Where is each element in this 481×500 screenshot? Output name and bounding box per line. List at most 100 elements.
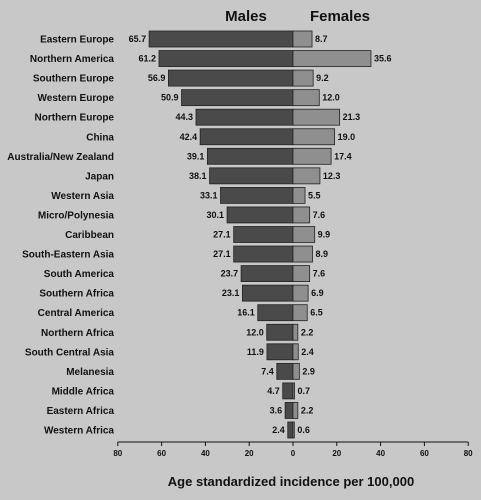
- value-females-australia-new-zealand: 17.4: [334, 151, 352, 161]
- bar-females-western-asia: [292, 186, 306, 204]
- value-males-northern-europe: 44.3: [175, 112, 193, 122]
- value-females-eastern-africa: 2.2: [301, 405, 314, 415]
- bar-males-south-central-asia: [266, 343, 294, 361]
- bar-females-south-central-asia: [292, 343, 299, 361]
- region-label-central-america: Central America: [38, 308, 115, 319]
- bar-females-australia-new-zealand: [292, 147, 332, 165]
- value-males-western-africa: 2.4: [272, 425, 285, 435]
- value-females-southern-africa: 6.9: [311, 288, 324, 298]
- region-label-caribbean: Caribbean: [65, 230, 114, 241]
- value-males-central-america: 16.1: [237, 308, 255, 318]
- bar-females-caribbean: [292, 226, 316, 243]
- value-males-eastern-europe: 65.7: [129, 34, 147, 44]
- bar-females-central-america: [292, 304, 308, 322]
- value-males-western-europe: 50.9: [161, 93, 179, 103]
- region-label-melanesia: Melanesia: [66, 367, 114, 378]
- value-females-western-africa: 0.6: [297, 425, 310, 435]
- region-label-western-asia: Western Asia: [51, 191, 114, 202]
- value-males-eastern-africa: 3.6: [270, 405, 283, 415]
- bar-females-northern-europe: [292, 108, 341, 126]
- value-males-micro-polynesia: 30.1: [207, 210, 225, 220]
- region-label-western-africa: Western Africa: [44, 426, 114, 437]
- value-males-japan: 38.1: [189, 171, 207, 181]
- bar-females-northern-america: [292, 50, 372, 67]
- x-tick-label: 20: [332, 449, 341, 458]
- x-tick-label: 80: [113, 449, 122, 458]
- x-tick-label: 40: [376, 449, 385, 458]
- bar-males-micro-polynesia: [226, 206, 294, 224]
- region-label-south-eastern-asia: South-Eastern Asia: [22, 250, 114, 261]
- bar-males-south-america: [240, 265, 294, 283]
- bar-females-northern-africa: [292, 323, 299, 341]
- value-females-northern-america: 35.6: [374, 54, 392, 64]
- value-males-northern-america: 61.2: [138, 54, 156, 64]
- bar-females-eastern-europe: [292, 30, 313, 48]
- bar-males-northern-europe: [195, 108, 294, 126]
- bar-males-northern-africa: [266, 323, 294, 341]
- bar-males-australia-new-zealand: [206, 147, 294, 165]
- region-label-middle-africa: Middle Africa: [52, 386, 115, 397]
- value-females-south-central-asia: 2.4: [301, 347, 314, 357]
- bar-females-micro-polynesia: [292, 206, 311, 224]
- bar-females-south-america: [292, 265, 311, 283]
- region-label-western-europe: Western Europe: [38, 93, 115, 104]
- bar-males-western-asia: [220, 186, 294, 204]
- region-label-australia-new-zealand: Australia/New Zealand: [7, 152, 114, 163]
- x-tick-label: 40: [201, 449, 210, 458]
- value-females-western-asia: 5.5: [308, 190, 321, 200]
- bar-males-northern-america: [158, 50, 294, 67]
- bar-females-eastern-africa: [292, 402, 299, 419]
- bar-males-central-america: [257, 304, 294, 322]
- value-males-australia-new-zealand: 39.1: [187, 151, 205, 161]
- value-males-northern-africa: 12.0: [246, 327, 264, 337]
- value-males-southern-europe: 56.9: [148, 73, 166, 83]
- value-females-micro-polynesia: 7.6: [313, 210, 326, 220]
- bar-females-southern-europe: [292, 69, 314, 87]
- value-males-southern-africa: 23.1: [222, 288, 240, 298]
- bar-males-caribbean: [233, 226, 294, 243]
- value-males-south-central-asia: 11.9: [247, 347, 264, 357]
- bar-females-western-africa: [292, 421, 295, 439]
- value-females-melanesia: 2.9: [302, 366, 315, 376]
- region-label-japan: Japan: [85, 171, 114, 182]
- bar-females-southern-africa: [292, 284, 309, 302]
- value-females-central-america: 6.5: [310, 308, 323, 318]
- bar-males-southern-europe: [167, 69, 294, 87]
- value-females-south-america: 7.6: [313, 269, 326, 279]
- value-males-south-america: 23.7: [221, 269, 239, 279]
- region-label-northern-africa: Northern Africa: [41, 328, 114, 339]
- bar-males-south-eastern-asia: [233, 245, 294, 263]
- x-axis: 80 60 40 20 0 20 40 60 80: [113, 441, 473, 458]
- region-label-southern-europe: Southern Europe: [33, 74, 115, 85]
- value-females-northern-europe: 21.3: [343, 112, 361, 122]
- bar-males-china: [199, 128, 294, 146]
- value-females-eastern-europe: 8.7: [315, 34, 328, 44]
- region-label-southern-africa: Southern Africa: [39, 289, 114, 300]
- value-males-south-eastern-asia: 27.1: [213, 249, 231, 259]
- x-tick-label: 60: [157, 449, 166, 458]
- x-tick-label: 60: [420, 449, 429, 458]
- females-header: Females: [310, 8, 370, 25]
- value-females-northern-africa: 2.2: [301, 327, 314, 337]
- region-label-south-america: South America: [44, 269, 115, 280]
- value-females-caribbean: 9.9: [318, 230, 331, 240]
- bar-males-eastern-europe: [148, 30, 294, 48]
- value-females-japan: 12.3: [323, 171, 341, 181]
- value-labels-layer: 65.7 8.7 61.2 35.6 56.9 9.2 50.9 12.0 44.3 21.3 42…: [129, 34, 392, 435]
- value-males-western-asia: 33.1: [200, 190, 218, 200]
- bar-females-japan: [292, 167, 321, 185]
- region-label-northern-america: Northern America: [30, 54, 115, 65]
- region-label-south-central-asia: South Central Asia: [25, 347, 115, 358]
- x-tick-label: 20: [245, 449, 254, 458]
- bar-males-western-europe: [181, 89, 294, 107]
- x-axis-title: Age standardized incidence per 100,000: [168, 474, 414, 489]
- value-males-china: 42.4: [180, 132, 198, 142]
- value-males-melanesia: 7.4: [261, 366, 274, 376]
- bar-males-eastern-africa: [284, 402, 294, 419]
- bar-females-melanesia: [292, 362, 300, 380]
- males-header: Males: [225, 8, 267, 25]
- bar-males-southern-africa: [242, 284, 294, 302]
- region-label-northern-europe: Northern Europe: [35, 113, 115, 124]
